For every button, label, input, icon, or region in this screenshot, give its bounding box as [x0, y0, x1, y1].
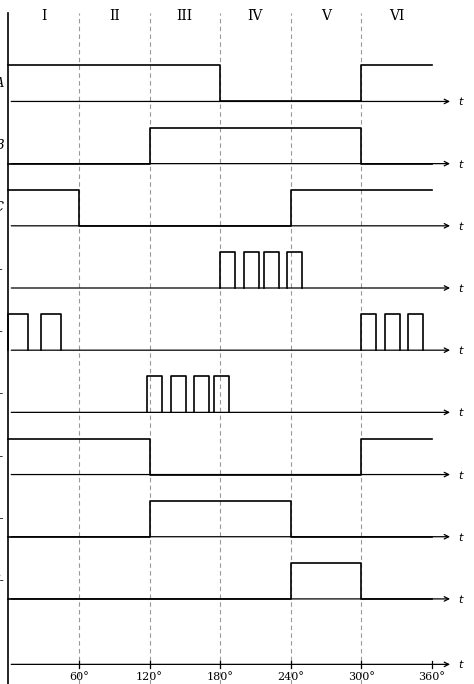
Text: $t$: $t$ — [458, 344, 465, 356]
Text: II: II — [109, 9, 119, 23]
Text: 360°: 360° — [418, 672, 445, 682]
Text: III: III — [177, 9, 193, 23]
Text: $t$: $t$ — [458, 96, 465, 107]
Text: C+: C+ — [0, 388, 4, 401]
Text: $t$: $t$ — [458, 531, 465, 542]
Text: I: I — [41, 9, 46, 23]
Text: B-: B- — [0, 512, 4, 525]
Text: 240°: 240° — [277, 672, 304, 682]
Text: A-: A- — [0, 450, 4, 463]
Text: VI: VI — [389, 9, 404, 23]
Text: IV: IV — [247, 9, 263, 23]
Text: 180°: 180° — [207, 672, 234, 682]
Text: Hall B: Hall B — [0, 139, 4, 152]
Text: A+: A+ — [0, 263, 4, 276]
Text: $t$: $t$ — [458, 220, 465, 232]
Text: $t$: $t$ — [458, 282, 465, 294]
Text: $t$: $t$ — [458, 659, 465, 670]
Text: V: V — [321, 9, 331, 23]
Text: 300°: 300° — [348, 672, 374, 682]
Text: Hall A: Hall A — [0, 77, 4, 90]
Text: $t$: $t$ — [458, 469, 465, 481]
Text: 60°: 60° — [69, 672, 89, 682]
Text: 120°: 120° — [136, 672, 163, 682]
Text: C-: C- — [0, 575, 4, 588]
Text: $t$: $t$ — [458, 406, 465, 419]
Text: $t$: $t$ — [458, 593, 465, 605]
Text: Hall C: Hall C — [0, 201, 4, 214]
Text: B+: B+ — [0, 326, 4, 339]
Text: $t$: $t$ — [458, 157, 465, 170]
